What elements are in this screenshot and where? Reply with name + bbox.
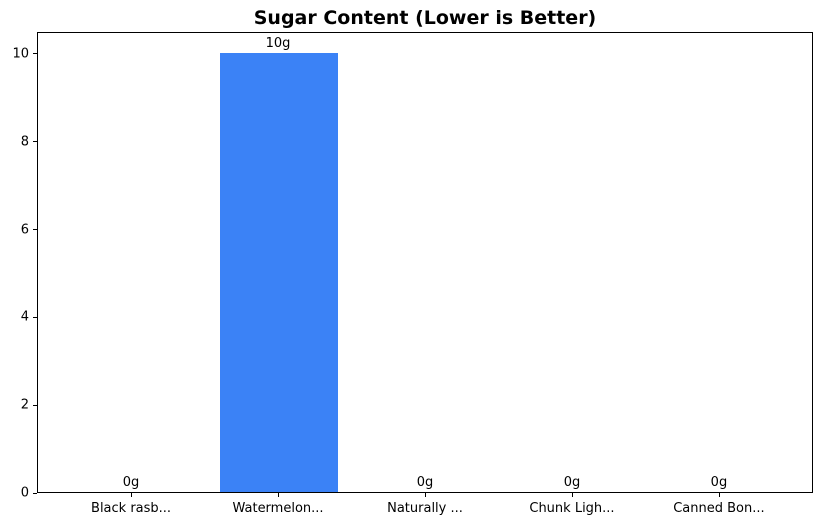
x-axis-category-label: Watermelon... bbox=[232, 501, 324, 516]
bar-watermelon bbox=[220, 52, 338, 492]
y-axis-tick-label: 0 bbox=[20, 485, 29, 501]
y-axis-tick-mark bbox=[33, 404, 37, 406]
bar-value-label: 0g bbox=[416, 475, 434, 490]
x-axis-tick-mark bbox=[571, 493, 573, 497]
y-axis-tick-label: 10 bbox=[12, 46, 29, 62]
y-axis-tick-mark bbox=[33, 316, 37, 318]
y-axis-tick-mark bbox=[33, 492, 37, 494]
y-axis-tick-label: 8 bbox=[20, 134, 29, 150]
x-axis-tick-mark bbox=[718, 493, 720, 497]
y-axis-tick-label: 4 bbox=[20, 309, 29, 325]
x-axis-category-label: Canned Bon... bbox=[673, 501, 765, 516]
x-axis-category-label: Chunk Ligh... bbox=[529, 501, 615, 516]
plot-area bbox=[37, 32, 813, 493]
y-axis-tick-label: 6 bbox=[20, 222, 29, 238]
y-axis-tick-label: 2 bbox=[20, 397, 29, 413]
bar-value-label: 10g bbox=[265, 35, 291, 51]
bar-value-label: 0g bbox=[122, 475, 140, 490]
bar-value-label: 0g bbox=[710, 475, 728, 490]
x-axis-tick-mark bbox=[425, 493, 426, 497]
x-axis-category-label: Naturally ... bbox=[387, 501, 463, 516]
bar-value-label: 0g bbox=[563, 475, 581, 490]
x-axis-category-label: Black rasb... bbox=[91, 501, 172, 516]
x-axis-tick-mark bbox=[131, 493, 133, 497]
x-axis-tick-mark bbox=[278, 493, 280, 497]
y-axis-tick-mark bbox=[33, 141, 37, 143]
chart-title: Sugar Content (Lower is Better) bbox=[253, 7, 597, 29]
y-axis-tick-mark bbox=[33, 53, 37, 55]
y-axis-tick-mark bbox=[33, 229, 37, 231]
